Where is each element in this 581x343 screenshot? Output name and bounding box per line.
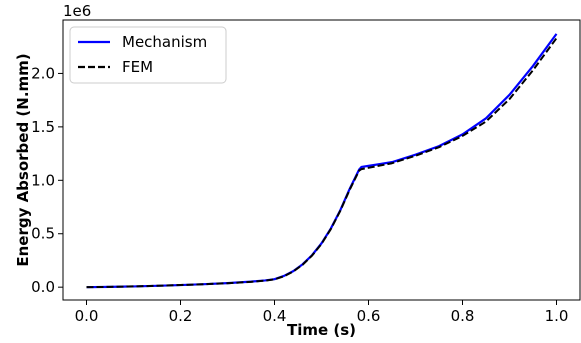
x-tick-label: 1.0 — [545, 307, 569, 325]
y-tick-label: 0.5 — [31, 225, 55, 243]
y-tick-label: 2.0 — [31, 64, 55, 82]
legend-label-mechanism: Mechanism — [122, 33, 207, 51]
y-axis-title: Energy Absorbed (N.mm) — [14, 53, 32, 266]
legend-label-fem: FEM — [122, 58, 153, 76]
x-tick-label: 0.6 — [357, 307, 381, 325]
axes-frame — [62, 19, 581, 301]
x-axis-title: Time (s) — [287, 321, 356, 339]
y-tick-label: 1.5 — [31, 118, 55, 136]
x-tick-label: 0.2 — [169, 307, 193, 325]
series-line-fem — [86, 37, 558, 289]
axes: 0.0 0.2 0.4 0.6 0.8 1.0 0.0 0.5 1.0 1.5 2.0 — [31, 19, 581, 325]
legend: Mechanism FEM — [69, 26, 227, 84]
series-line-mechanism — [86, 33, 558, 289]
x-tick-label: 0.0 — [75, 307, 99, 325]
y-offset-label: 1e6 — [63, 2, 91, 20]
y-tick-label: 0.0 — [31, 278, 55, 296]
plot-area — [86, 33, 558, 289]
y-tick-label: 1.0 — [31, 171, 55, 189]
x-tick-label: 0.8 — [451, 307, 475, 325]
x-tick-label: 0.4 — [263, 307, 287, 325]
